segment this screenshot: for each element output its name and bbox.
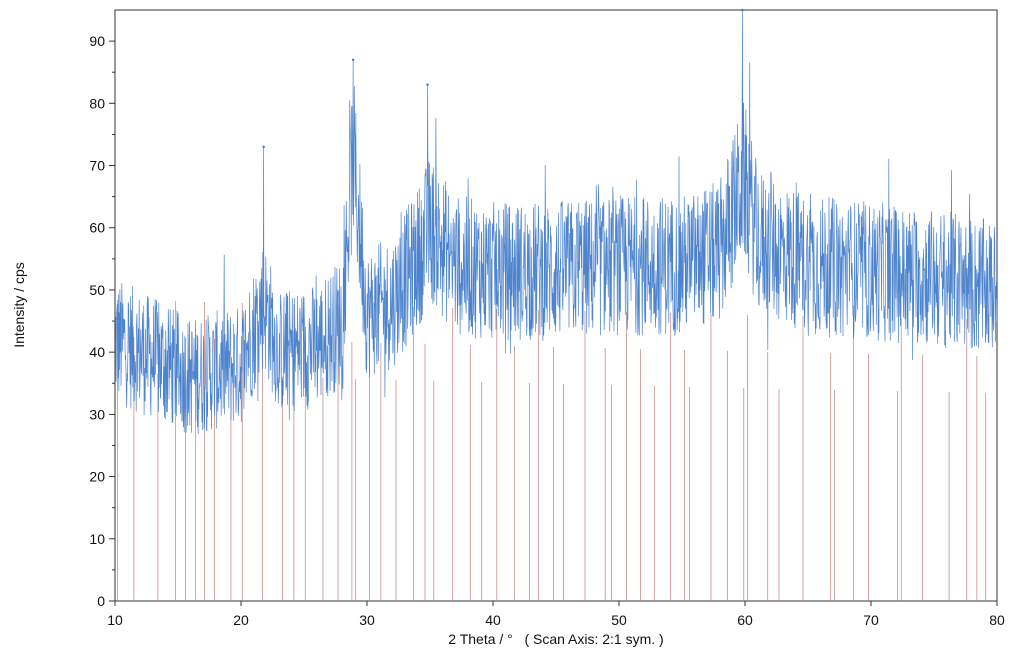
x-tick-label: 10: [107, 612, 123, 628]
peak-point: [741, 8, 744, 12]
x-tick-label: 80: [989, 612, 1005, 628]
x-tick-label: 60: [737, 612, 753, 628]
peak-point: [262, 145, 265, 149]
y-tick-label: 30: [89, 406, 105, 422]
y-tick-label: 60: [89, 220, 105, 236]
x-tick-label: 70: [863, 612, 879, 628]
x-axis: 10 20 30 40 50 60 70 80: [107, 601, 1005, 628]
y-tick-label: 70: [89, 158, 105, 174]
x-axis-title: 2 Theta / ° ( Scan Axis: 2:1 sym. ): [448, 631, 663, 647]
measured-pattern: [114, 8, 998, 435]
x-tick-label: 50: [611, 612, 627, 628]
y-axis-title: Intensity / cps: [11, 262, 27, 348]
x-tick-label: 20: [233, 612, 249, 628]
y-tick-label: 10: [89, 531, 105, 547]
y-tick-label: 80: [89, 95, 105, 111]
peak-point: [351, 58, 355, 61]
y-tick-label: 90: [89, 33, 105, 49]
x-tick-label: 40: [485, 612, 501, 628]
y-tick-label: 40: [89, 344, 105, 360]
y-tick-label: 50: [89, 282, 105, 298]
y-tick-label: 0: [97, 593, 105, 609]
y-tick-label: 20: [89, 469, 105, 485]
peak-point: [426, 83, 429, 86]
y-axis: 0 10 20 30 40 50 60 70 80 90: [89, 33, 115, 609]
measured-pattern-trace: [114, 9, 998, 435]
x-tick-label: 30: [359, 612, 375, 628]
